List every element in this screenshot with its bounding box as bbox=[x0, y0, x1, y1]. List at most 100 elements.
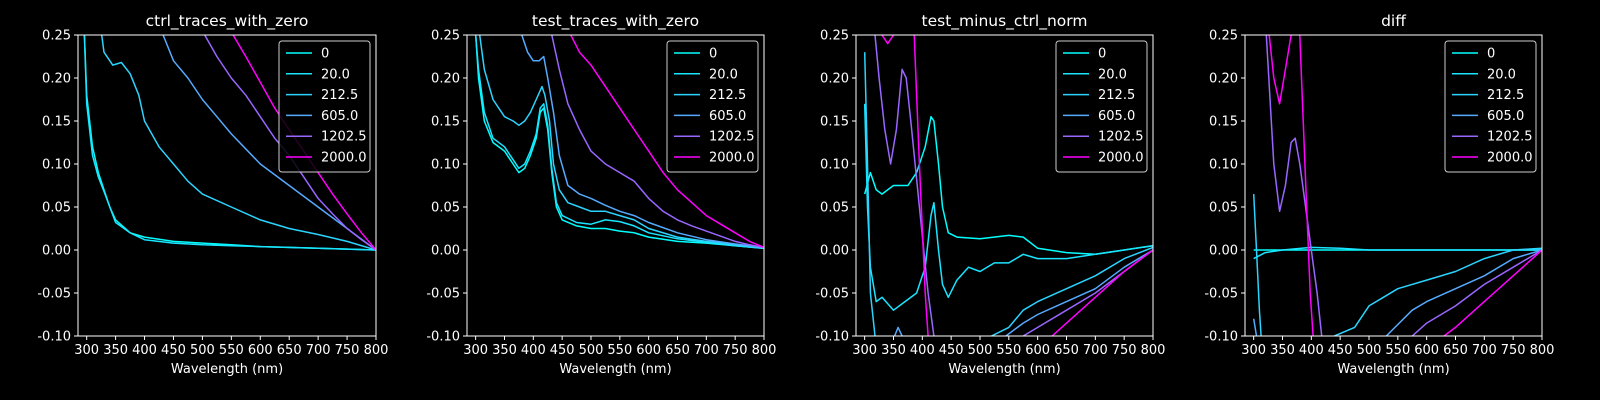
legend-label: 0 bbox=[709, 47, 717, 62]
x-tick-label: 450 bbox=[550, 343, 575, 358]
x-tick-label: 300 bbox=[463, 343, 488, 358]
x-tick-label: 500 bbox=[1357, 343, 1382, 358]
series-group bbox=[474, 35, 764, 250]
legend-label: 20.0 bbox=[1098, 67, 1127, 82]
x-tick-label: 650 bbox=[1054, 343, 1079, 358]
x-tick-label: 750 bbox=[1501, 343, 1526, 358]
y-tick-label: 0.10 bbox=[42, 158, 71, 173]
x-axis-label: Wavelength (nm) bbox=[948, 362, 1060, 377]
y-tick-label: 0.00 bbox=[42, 244, 71, 259]
series-line-1 bbox=[863, 103, 1153, 311]
series-line-3 bbox=[162, 35, 376, 251]
x-tick-label: 500 bbox=[190, 343, 215, 358]
x-axis-label: Wavelength (nm) bbox=[171, 362, 283, 377]
series-line-4 bbox=[1252, 318, 1258, 336]
legend-label: 0 bbox=[1098, 47, 1106, 62]
x-tick-label: 600 bbox=[1025, 343, 1050, 358]
series-line-1 bbox=[1253, 246, 1542, 260]
x-tick-label: 350 bbox=[1270, 343, 1295, 358]
x-tick-label: 800 bbox=[364, 343, 389, 358]
x-axis-label: Wavelength (nm) bbox=[1337, 362, 1449, 377]
legend-label: 1202.5 bbox=[1098, 130, 1144, 145]
x-tick-label: 350 bbox=[103, 343, 128, 358]
x-tick-label: 750 bbox=[335, 343, 360, 358]
y-tick-label: 0.20 bbox=[1209, 72, 1238, 87]
plot-frame bbox=[466, 34, 765, 337]
x-tick-label: 750 bbox=[1112, 343, 1137, 358]
x-tick-label: 300 bbox=[852, 343, 877, 358]
series-line-9 bbox=[913, 35, 929, 336]
x-tick-label: 800 bbox=[1530, 343, 1555, 358]
legend-label: 212.5 bbox=[1098, 88, 1135, 103]
legend-label: 2000.0 bbox=[1487, 151, 1533, 166]
series-line-6 bbox=[1265, 35, 1323, 336]
y-tick-label: 0.25 bbox=[820, 29, 849, 44]
legend: 0 20.0 212.5 605.0 1202.5 2000.0 bbox=[1444, 40, 1537, 173]
series-line-1 bbox=[474, 35, 764, 250]
series-line-7 bbox=[1411, 249, 1542, 336]
series-line-2 bbox=[100, 35, 376, 251]
panel-title: ctrl_traces_with_zero bbox=[146, 12, 309, 31]
panel-4: diff 300 350 400 450 500 550 600 650 700 750 800 -0.… bbox=[1204, 12, 1554, 377]
series-line-5 bbox=[570, 35, 764, 249]
series-line-0 bbox=[863, 115, 1153, 256]
y-tick-label: -0.05 bbox=[815, 287, 849, 302]
series-line-5 bbox=[1005, 249, 1153, 336]
x-tick-label: 350 bbox=[492, 343, 517, 358]
legend-label: 212.5 bbox=[709, 88, 746, 103]
series-group bbox=[1252, 35, 1542, 336]
legend-label: 2000.0 bbox=[1098, 151, 1144, 166]
y-tick-label: 0.20 bbox=[431, 72, 460, 87]
y-tick-label: 0.10 bbox=[1209, 158, 1238, 173]
legend-label: 20.0 bbox=[321, 67, 350, 82]
y-tick-label: -0.10 bbox=[37, 330, 71, 345]
x-tick-label: 550 bbox=[1385, 343, 1410, 358]
x-tick-label: 450 bbox=[1328, 343, 1353, 358]
x-tick-label: 400 bbox=[910, 343, 935, 358]
y-tick-label: 0.25 bbox=[1209, 29, 1238, 44]
x-tick-label: 400 bbox=[521, 343, 546, 358]
y-tick-label: 0.05 bbox=[1209, 201, 1238, 216]
y-tick-label: 0.15 bbox=[42, 115, 71, 130]
panel-title: test_traces_with_zero bbox=[532, 12, 699, 31]
series-line-4 bbox=[551, 35, 764, 249]
y-tick-label: -0.05 bbox=[1204, 287, 1238, 302]
y-tick-label: 0.20 bbox=[42, 72, 71, 87]
panel-1: ctrl_traces_with_zero 300 350 400 450 500 550 6… bbox=[37, 12, 388, 377]
x-tick-label: 550 bbox=[607, 343, 632, 358]
x-tick-label: 750 bbox=[723, 343, 748, 358]
y-tick-label: 0.25 bbox=[42, 29, 71, 44]
x-tick-label: 400 bbox=[1299, 343, 1324, 358]
x-tick-label: 800 bbox=[752, 343, 777, 358]
series-line-1 bbox=[83, 35, 376, 251]
legend-label: 20.0 bbox=[709, 67, 738, 82]
series-line-2 bbox=[478, 35, 764, 250]
y-tick-label: -0.05 bbox=[37, 287, 71, 302]
x-tick-label: 300 bbox=[1241, 343, 1266, 358]
x-tick-label: 700 bbox=[1083, 343, 1108, 358]
y-tick-label: 0.20 bbox=[820, 72, 849, 87]
x-tick-label: 700 bbox=[306, 343, 331, 358]
legend-label: 2000.0 bbox=[321, 151, 367, 166]
plot-frame bbox=[855, 34, 1154, 337]
y-tick-label: 0.10 bbox=[431, 158, 460, 173]
panel-title: test_minus_ctrl_norm bbox=[922, 12, 1088, 31]
x-tick-label: 650 bbox=[1443, 343, 1468, 358]
x-tick-label: 500 bbox=[968, 343, 993, 358]
series-line-3 bbox=[521, 35, 764, 249]
y-tick-label: 0.15 bbox=[1209, 115, 1238, 130]
y-tick-label: 0.15 bbox=[820, 115, 849, 130]
series-line-10 bbox=[1051, 249, 1153, 336]
legend-label: 1202.5 bbox=[709, 130, 755, 145]
x-axis-label: Wavelength (nm) bbox=[559, 362, 671, 377]
y-tick-label: 0.05 bbox=[431, 201, 460, 216]
legend-label: 1202.5 bbox=[1487, 130, 1533, 145]
x-tick-label: 700 bbox=[1472, 343, 1497, 358]
legend: 0 20.0 212.5 605.0 1202.5 2000.0 bbox=[666, 40, 759, 173]
legend-label: 2000.0 bbox=[709, 151, 755, 166]
y-tick-label: -0.10 bbox=[426, 330, 460, 345]
x-tick-label: 650 bbox=[277, 343, 302, 358]
legend-label: 605.0 bbox=[709, 109, 746, 124]
x-tick-label: 400 bbox=[132, 343, 157, 358]
